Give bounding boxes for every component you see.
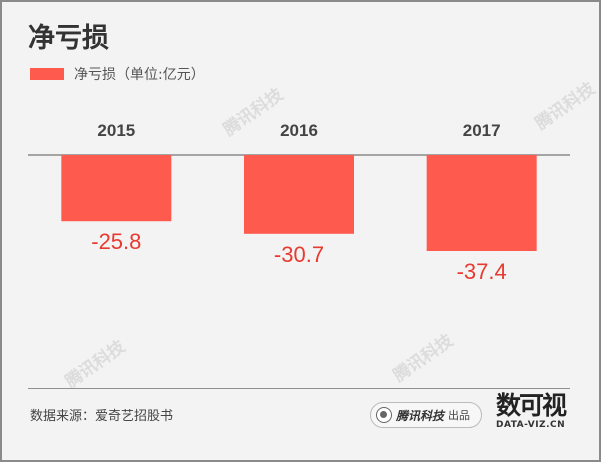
footer-divider [28, 388, 570, 389]
tencent-logo-icon [376, 407, 392, 423]
data-source: 数据来源：爱奇艺招股书 [30, 409, 174, 424]
bar-2016 [244, 155, 354, 234]
x-tick-label: 2016 [280, 121, 318, 140]
legend-swatch [30, 68, 64, 80]
data-viz-logo: 数可视 DATA-VIZ.CN [496, 392, 576, 442]
x-tick-label: 2015 [97, 121, 135, 140]
bar-2017 [426, 155, 537, 251]
x-tick-label: 2017 [463, 121, 501, 140]
value-label: -25.8 [91, 229, 141, 254]
value-label: -30.7 [274, 242, 324, 267]
logo-domain: DATA-VIZ.CN [496, 420, 566, 430]
legend-label: 净亏损（单位:亿元） [74, 67, 205, 83]
legend: 净亏损（单位:亿元） [30, 64, 205, 84]
publisher-suffix: 出品 [448, 409, 471, 422]
publisher-name: 腾讯科技 [396, 408, 445, 423]
chart-title: 净亏损 [28, 23, 109, 54]
publisher-badge: 腾讯科技 出品 [370, 402, 482, 428]
logo-mark: 数可视 [496, 391, 567, 420]
value-label: -37.4 [457, 259, 507, 284]
bar-2015 [61, 155, 172, 222]
